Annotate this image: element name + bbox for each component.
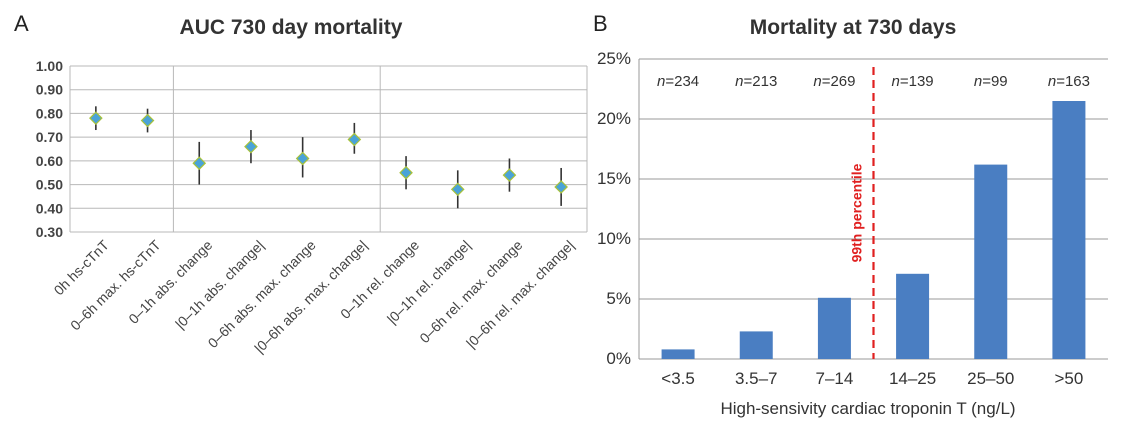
panel-b-n-label: n=269 (813, 73, 855, 90)
panel-b-n-prefix: n (892, 73, 900, 90)
panel-b-letter: B (593, 11, 608, 36)
panel-b-threshold-label: 99th percentile (849, 163, 865, 262)
panel-b-n-value: =163 (1056, 73, 1090, 90)
panel-a-point (347, 132, 362, 147)
panel-b-bar (974, 164, 1008, 359)
panel-a-point (502, 168, 517, 182)
panel-a-point (554, 180, 568, 194)
panel-a-letter: A (14, 11, 29, 36)
panel-b-bar (817, 297, 851, 359)
panel-b-n-label: n=234 (657, 73, 699, 90)
panel-a-ytick-label: 0.30 (36, 224, 63, 240)
panel-b-n-value: =269 (822, 73, 856, 90)
panel-a-point (450, 182, 465, 197)
panel-a-ytick-label: 1.00 (36, 58, 63, 74)
panel-a-xtick-label: |0–6h rel. max. change| (463, 237, 577, 351)
panel-b-ytick-label: 20% (597, 109, 631, 128)
panel-b-n-value: =139 (900, 73, 934, 90)
panel-b-xtick-label: 3.5–7 (735, 369, 778, 388)
panel-a-point (244, 139, 258, 154)
panel-a-ytick-label: 0.50 (36, 177, 63, 193)
panel-a-ytick-label: 0.40 (36, 200, 63, 216)
panel-b-xtick-label: <3.5 (661, 369, 695, 388)
panel-b-bar (1052, 101, 1086, 359)
panel-b-xtick-label: 14–25 (889, 369, 936, 388)
panel-a-point (295, 151, 310, 166)
panel-a-ytick-label: 0.90 (36, 82, 63, 98)
panel-a-point (89, 111, 103, 126)
panel-b-n-prefix: n (974, 73, 982, 90)
panel-b-bar (896, 273, 930, 359)
panel-b-n-value: =99 (982, 73, 1007, 90)
panel-b-ytick-label: 0% (606, 349, 631, 368)
panel-b-xlabel: High-sensivity cardiac troponin T (ng/L) (720, 399, 1015, 418)
panel-a-xtick-label: 0–6h max. hs-cTnT (67, 236, 164, 333)
panel-a-title: AUC 730 day mortality (180, 16, 403, 39)
panel-b-xtick-label: 25–50 (967, 369, 1014, 388)
panel-b-ytick-label: 15% (597, 169, 631, 188)
panel-b-xtick-label: 7–14 (816, 369, 854, 388)
panel-a-point (140, 113, 155, 128)
panel-b-n-label: n=163 (1048, 73, 1090, 90)
panel-b-plot: 0%5%10%15%20%25%<3.5n=2343.5–7n=2137–14n… (597, 49, 1108, 388)
panel-b-n-prefix: n (657, 73, 665, 90)
panel-b-n-value: =213 (744, 73, 778, 90)
panel-a-xtick-label: 0–6h rel. max. change (416, 237, 525, 346)
panel-b-n-label: n=213 (735, 73, 777, 90)
panel-b-n-label: n=99 (974, 73, 1008, 90)
panel-a-xtick-label: |0–1h abs. change| (172, 237, 267, 332)
panel-b-n-prefix: n (1048, 73, 1056, 90)
panel-b-n-prefix: n (735, 73, 743, 90)
panel-b-n-value: =234 (665, 73, 699, 90)
panel-a-ytick-label: 0.80 (36, 105, 63, 121)
panel-b-ytick-label: 25% (597, 49, 631, 68)
panel-b-ytick-label: 10% (597, 229, 631, 248)
panel-a-ytick-label: 0.70 (36, 129, 63, 145)
panel-b-xtick-label: >50 (1054, 369, 1083, 388)
panel-b-n-prefix: n (813, 73, 821, 90)
panel-b-bar (739, 331, 773, 359)
panel-b-ytick-label: 5% (606, 289, 631, 308)
panel-b-title: Mortality at 730 days (750, 16, 957, 39)
panel-a-point (192, 156, 207, 171)
panel-b-n-label: n=139 (892, 73, 934, 90)
panel-a-ytick-label: 0.60 (36, 153, 63, 169)
panel-a-point (399, 165, 413, 180)
panel-b-bar (661, 349, 695, 359)
